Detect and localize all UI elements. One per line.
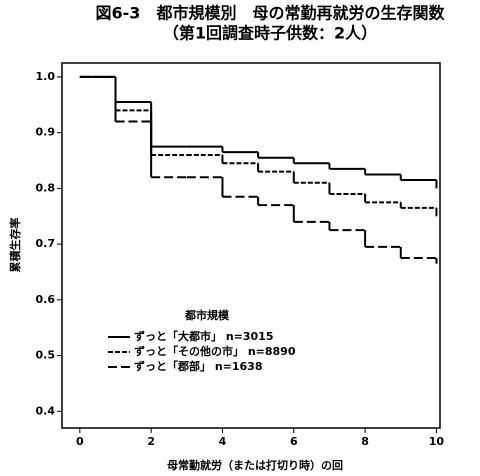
chart-subtitle: （第1回調査時子供数：2人） <box>163 24 377 43</box>
x-tick-label: 0 <box>76 435 84 448</box>
y-tick-label: 1.0 <box>36 70 56 83</box>
legend-label: ずっと「大都市」 n=3015 <box>134 329 274 343</box>
y-tick-label: 0.7 <box>36 237 56 250</box>
plot-frame <box>61 62 441 429</box>
y-tick-label: 0.8 <box>36 181 56 194</box>
legend-label: ずっと「郡部」 n=1638 <box>134 359 263 373</box>
legend-title: 都市規模 <box>184 308 230 322</box>
x-tick-label: 10 <box>429 435 445 448</box>
x-tick-label: 8 <box>361 435 369 448</box>
x-tick-label: 6 <box>290 435 298 448</box>
y-axis-label: 累積生存率 <box>8 218 22 273</box>
y-tick-label: 0.4 <box>36 404 56 417</box>
x-axis-label: 母常勤就労（または打切り時）の回 <box>167 458 343 472</box>
chart-title: 図6-3 都市規模別 母の常勤再就労の生存関数 <box>96 4 446 23</box>
x-tick-label: 4 <box>219 435 227 448</box>
y-tick-label: 0.6 <box>36 293 56 306</box>
y-tick-label: 0.9 <box>36 126 56 139</box>
y-tick-label: 0.5 <box>36 349 56 362</box>
x-tick-label: 2 <box>147 435 155 448</box>
legend-label: ずっと「その他の市」 n=8890 <box>134 344 296 358</box>
